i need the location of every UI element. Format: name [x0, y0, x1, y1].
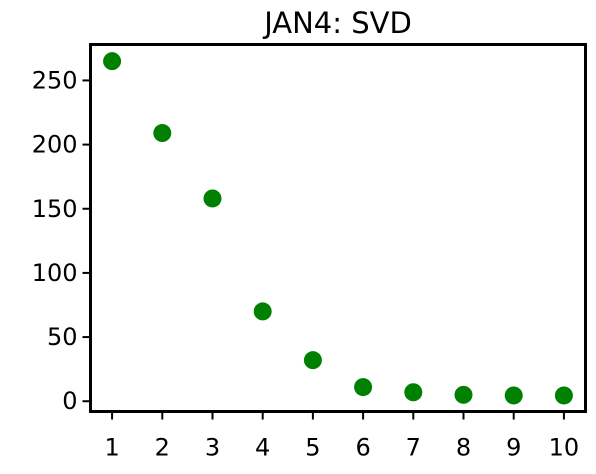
x-tick-label: 5: [305, 434, 320, 462]
x-tick-label: 3: [205, 434, 220, 462]
x-tick-label: 4: [255, 434, 270, 462]
data-point: [253, 302, 272, 321]
y-tick-label: 200: [32, 131, 78, 159]
data-point: [153, 124, 172, 143]
x-tick-label: 6: [355, 434, 370, 462]
data-point: [554, 386, 573, 405]
y-tick-label: 0: [62, 387, 77, 415]
data-point: [354, 378, 373, 397]
x-tick-label: 8: [456, 434, 471, 462]
plot-area: 0 50 100 150 200 250 1 2 3 4 5 6 7 8 9 10: [32, 52, 580, 462]
data-point: [103, 52, 122, 71]
x-tick-label: 7: [406, 434, 421, 462]
y-tick-label: 50: [47, 323, 78, 351]
y-tick-label: 250: [32, 66, 78, 94]
data-point: [504, 386, 523, 405]
plot-frame: [89, 43, 587, 413]
data-point: [404, 383, 423, 402]
data-point: [454, 385, 473, 404]
chart-title: JAN4: SVD: [262, 6, 412, 40]
x-tick-label: 1: [104, 434, 119, 462]
y-tick-label: 100: [32, 259, 78, 287]
data-point: [203, 189, 222, 208]
data-point: [303, 351, 322, 370]
x-tick-label: 9: [506, 434, 521, 462]
y-tick-label: 150: [32, 195, 78, 223]
x-tick-label: 2: [155, 434, 170, 462]
x-tick-label: 10: [549, 434, 580, 462]
